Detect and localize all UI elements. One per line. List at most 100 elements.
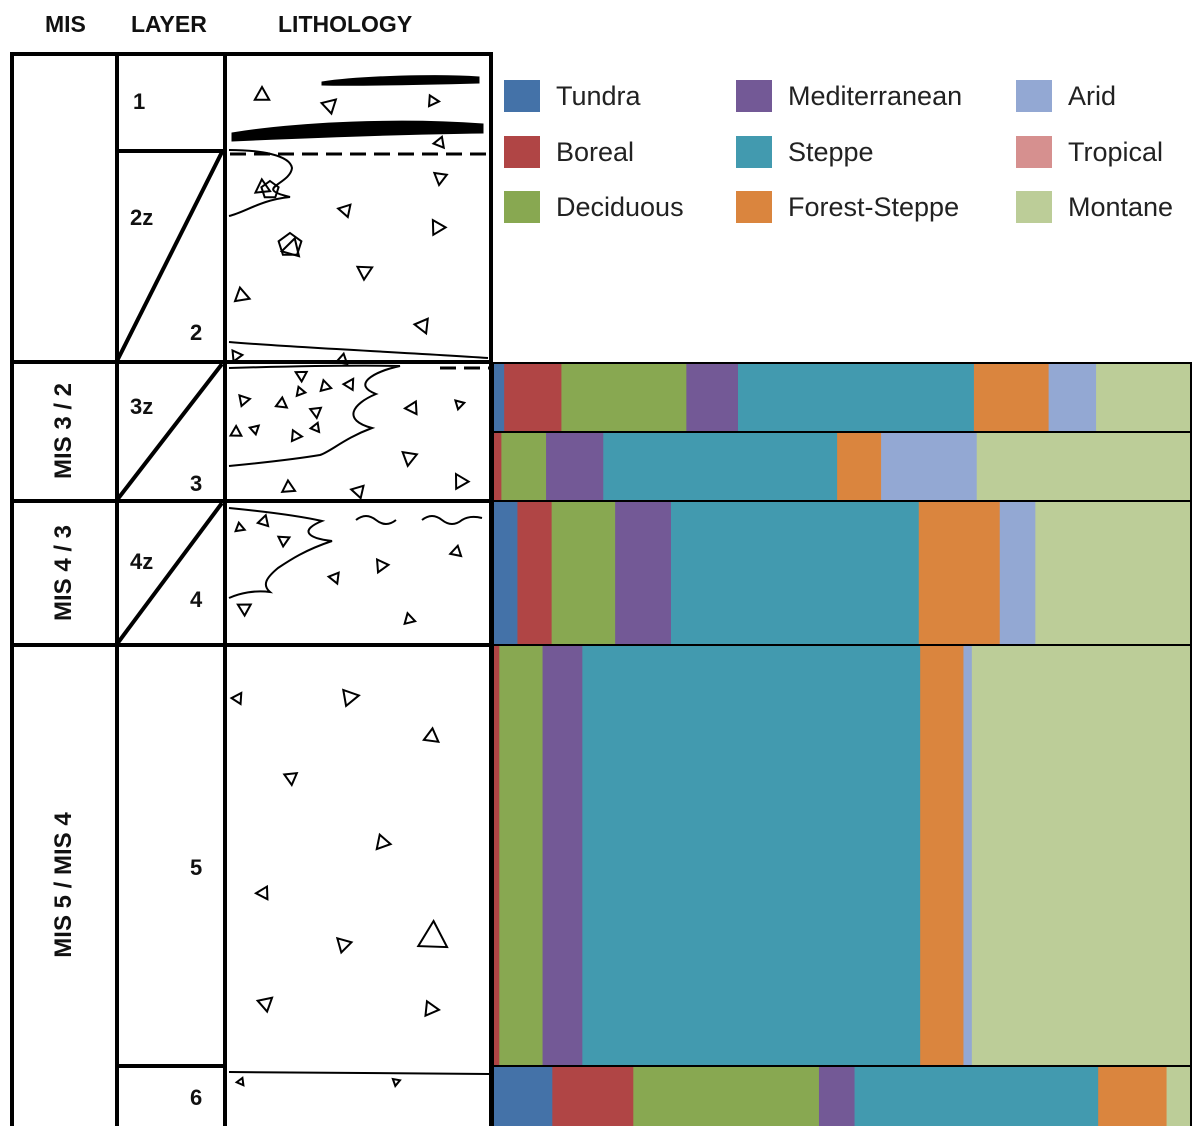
- bar-segment-mediterranean-5: [542, 645, 583, 1066]
- lithology-clast: [424, 999, 441, 1018]
- legend-label-mediterranean: Mediterranean: [788, 81, 962, 111]
- bar-segment-steppe-3z: [737, 363, 975, 432]
- bar-segment-forest-steppe-5: [920, 645, 964, 1066]
- bar-segment-mediterranean-3: [546, 432, 604, 501]
- lithology-clast: [432, 171, 449, 187]
- lithology-clast: [274, 395, 289, 409]
- lithology-interfinger-3z: [228, 364, 401, 467]
- mis-label-3-2: MIS 3 / 2: [50, 383, 77, 479]
- bar-segment-boreal-3z: [504, 363, 562, 432]
- lithology-wavy-contact-2: [421, 515, 483, 525]
- bar-segment-montane-3: [976, 432, 1192, 501]
- legend-swatch-tundra: [504, 80, 540, 112]
- bar-segment-deciduous-6: [633, 1066, 820, 1126]
- lithology-clast: [308, 406, 323, 420]
- lithology-lens-lower: [231, 120, 484, 142]
- legend-label-montane: Montane: [1068, 192, 1173, 222]
- stacked-bars: [493, 362, 1192, 1126]
- bar-segment-steppe-6: [854, 1066, 1099, 1126]
- lithology-clast: [229, 691, 243, 706]
- layer-label-1: 1: [133, 89, 145, 114]
- lithology-contact-2-3: [228, 341, 489, 359]
- bar-segment-tundra-3z: [493, 363, 505, 432]
- layer-diagonal-4: [115, 501, 224, 646]
- stratigraphic-column: [10, 52, 493, 1126]
- legend-label-tundra: Tundra: [556, 81, 642, 111]
- mis-labels: MIS 3 / 2 MIS 4 / 3 MIS 5 / MIS 4: [50, 383, 77, 958]
- lithology-clast: [422, 726, 441, 744]
- lithology-clast: [412, 317, 429, 336]
- layer-label-4z: 4z: [130, 549, 153, 574]
- bar-segment-boreal-6: [552, 1066, 634, 1126]
- bar-segment-montane-4z4: [1035, 501, 1192, 645]
- lithology-clast: [375, 557, 391, 575]
- lithology-clast: [233, 285, 252, 303]
- legend-swatch-tropical: [1016, 136, 1052, 168]
- lithology-clast: [234, 520, 247, 533]
- layer-label-3z: 3z: [130, 394, 153, 419]
- lithology-clast: [319, 98, 338, 116]
- legend-label-forest-steppe: Forest-Steppe: [788, 192, 959, 222]
- lithology-clast: [276, 535, 292, 549]
- lithology-clast: [336, 203, 352, 219]
- bar-segment-montane-3z: [1096, 363, 1192, 432]
- lithology-clast: [431, 134, 446, 150]
- bar-segment-deciduous-5: [499, 645, 543, 1066]
- lithology-clast: [238, 393, 252, 408]
- legend-label-arid: Arid: [1068, 81, 1116, 111]
- lithology-clast: [308, 421, 321, 434]
- bar-segment-forest-steppe-3z: [973, 363, 1050, 432]
- legend-swatch-mediterranean: [736, 80, 772, 112]
- legend-label-steppe: Steppe: [788, 137, 874, 167]
- lithology-clast: [454, 472, 471, 491]
- bar-segment-forest-steppe-3: [837, 432, 882, 501]
- lithology-clast: [334, 351, 349, 366]
- bar-segment-deciduous-3: [501, 432, 547, 501]
- lithology-clast: [453, 399, 467, 412]
- bar-segment-boreal-4z4: [517, 501, 553, 645]
- bar-segment-arid-3: [881, 432, 978, 501]
- lithology-clast: [427, 93, 442, 108]
- legend-swatch-montane: [1016, 191, 1052, 223]
- header-mis: MIS: [45, 11, 86, 37]
- lithology-clast: [247, 424, 261, 437]
- legend-swatch-deciduous: [504, 191, 540, 223]
- lithology-clast: [341, 377, 355, 392]
- lithology-clast: [319, 378, 334, 393]
- lithology-clast: [431, 218, 448, 237]
- chart-legend: Tundra Mediterranean Arid Boreal Steppe Tropi…: [504, 80, 1173, 223]
- bar-segment-boreal-5: [493, 645, 500, 1066]
- lithology-clast: [236, 603, 253, 618]
- layer-label-5: 5: [190, 855, 202, 880]
- legend-swatch-boreal: [504, 136, 540, 168]
- layer-label-3: 3: [190, 471, 202, 496]
- bar-segment-deciduous-3z: [561, 363, 687, 432]
- lithology-clast-large: [260, 179, 280, 199]
- lithology-clast: [416, 918, 449, 949]
- lithology-clast: [234, 1076, 245, 1087]
- lithology-lens-upper: [321, 75, 480, 86]
- legend-label-tropical: Tropical: [1068, 137, 1163, 167]
- lithology-clast: [391, 1077, 402, 1088]
- lithology-clast: [255, 513, 270, 528]
- lithology-clast: [280, 478, 297, 494]
- lithology-contact-5-6: [228, 1071, 490, 1075]
- bar-segment-tundra-4z4: [493, 501, 518, 645]
- lithology-clast: [448, 543, 463, 558]
- legend-label-boreal: Boreal: [556, 137, 634, 167]
- header-layer: LAYER: [131, 11, 207, 37]
- lithology-clast: [402, 399, 418, 416]
- bar-segment-boreal-3: [493, 432, 502, 501]
- bar-segment-arid-3z: [1048, 363, 1097, 432]
- layer-diagonal-3: [115, 362, 224, 502]
- lithology-clast: [228, 423, 244, 437]
- bar-segment-mediterranean-3z: [686, 363, 739, 432]
- lithology-drawing: [228, 75, 490, 1088]
- lithology-clast: [295, 384, 308, 398]
- lithology-clast: [253, 884, 269, 901]
- lithology-clast: [403, 611, 418, 626]
- mis-label-5-4: MIS 5 / MIS 4: [50, 812, 77, 958]
- lithology-clast: [341, 688, 361, 708]
- lithology-clast-large: [277, 231, 303, 256]
